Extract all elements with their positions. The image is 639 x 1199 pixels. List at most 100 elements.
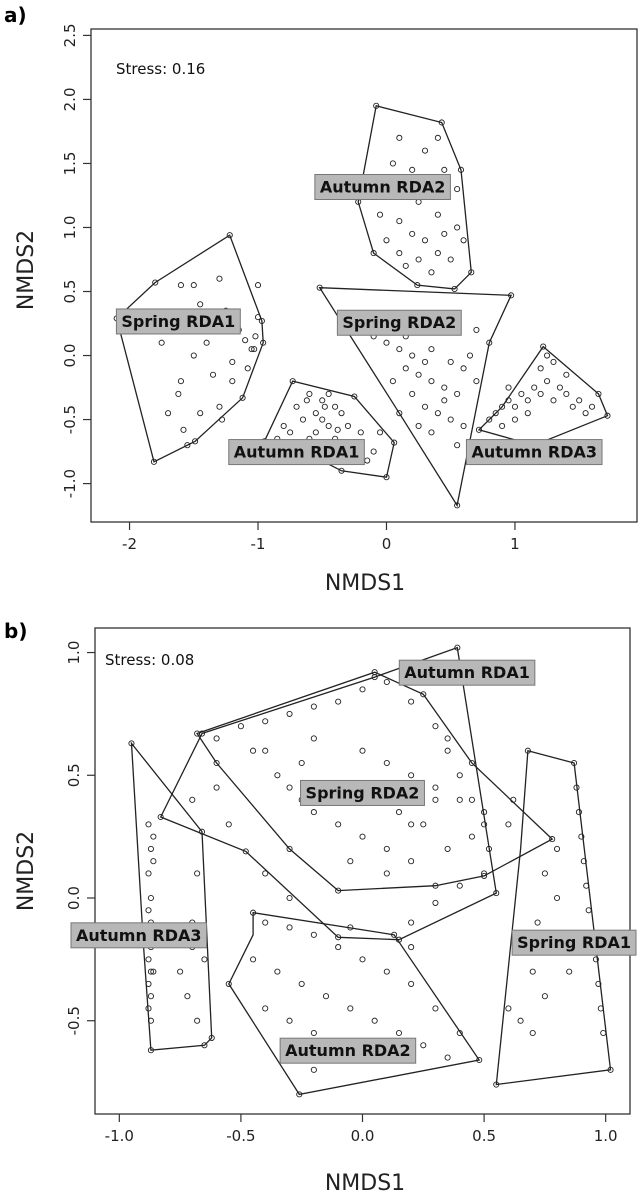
data-point	[421, 358, 429, 365]
data-point	[428, 429, 435, 436]
data-point	[359, 956, 366, 963]
data-point	[434, 250, 441, 257]
data-point	[260, 339, 267, 346]
hull-polygon	[495, 749, 612, 1086]
data-point	[456, 772, 463, 779]
group-label-text: Autumn RDA3	[471, 443, 597, 462]
panel-b: b) Stress: 0.08 -1.0 -0.5 0.0 0.5 1.0 -0.5 0.0 0.…	[4, 619, 637, 1196]
data-point	[175, 390, 182, 397]
data-point	[505, 1005, 512, 1012]
data-point	[460, 422, 467, 430]
data-point	[408, 944, 415, 951]
data-point	[508, 292, 515, 299]
data-point	[396, 250, 403, 257]
group-label: Autumn RDA2	[279, 1037, 417, 1064]
data-point	[335, 821, 342, 828]
data-point	[402, 262, 409, 269]
data-point	[351, 393, 358, 400]
data-point	[312, 410, 319, 417]
y-tick-label: -0.5	[65, 1006, 83, 1035]
group-autumn-rda2	[355, 102, 475, 292]
x-tick-label: 0.5	[472, 1127, 496, 1145]
data-point	[128, 740, 135, 747]
data-point	[550, 358, 557, 365]
data-point	[364, 457, 371, 464]
data-point	[468, 796, 475, 803]
data-point	[184, 993, 191, 1000]
data-point	[262, 1005, 269, 1012]
data-point	[254, 282, 262, 289]
hull-polygon	[477, 345, 609, 446]
data-point	[534, 919, 541, 926]
data-point	[468, 759, 475, 767]
group-label-box	[465, 439, 603, 466]
data-point	[486, 416, 493, 423]
data-point	[147, 968, 154, 975]
group-label: Spring RDA1	[511, 929, 637, 956]
data-point	[287, 429, 294, 436]
group-autumn-rda3	[128, 740, 215, 1054]
data-point	[310, 809, 317, 816]
data-point	[389, 160, 396, 167]
y-tick-label: 2.5	[61, 23, 79, 47]
data-point	[332, 403, 339, 410]
data-point	[147, 1047, 154, 1054]
data-point	[383, 845, 390, 852]
data-point	[468, 269, 475, 276]
data-point	[505, 821, 512, 828]
data-point	[432, 882, 439, 889]
data-point	[303, 397, 310, 404]
data-point	[177, 968, 184, 975]
data-point	[457, 166, 465, 173]
data-point	[296, 1091, 303, 1098]
data-point	[194, 1017, 201, 1024]
data-point	[595, 980, 602, 987]
data-point	[454, 390, 461, 397]
data-point	[396, 134, 403, 141]
data-point	[524, 747, 531, 754]
data-point	[473, 326, 480, 333]
data-point	[150, 858, 157, 865]
data-point	[389, 378, 396, 385]
data-point	[499, 403, 506, 410]
data-point	[541, 870, 548, 877]
data-point	[415, 198, 422, 205]
data-point	[481, 809, 488, 816]
y-tick-label: -0.5	[61, 405, 79, 434]
data-point	[226, 232, 233, 239]
data-point	[475, 426, 483, 433]
group-spring-rda2	[194, 669, 556, 894]
data-point	[316, 284, 323, 291]
data-point	[338, 467, 345, 474]
plot-frame	[90, 28, 638, 523]
x-tick-label: 0	[382, 535, 392, 553]
group-spring-rda1	[493, 747, 614, 1088]
group-spring-rda1	[113, 232, 267, 465]
data-point	[454, 502, 461, 509]
data-point	[563, 390, 570, 397]
group-label-box	[336, 309, 462, 336]
data-point	[524, 397, 531, 404]
data-point	[347, 858, 354, 865]
group-label-box	[70, 922, 208, 949]
data-point	[262, 718, 269, 725]
data-point	[280, 422, 287, 430]
data-point	[391, 931, 398, 938]
data-point	[456, 882, 463, 889]
data-point	[492, 410, 499, 417]
data-point	[476, 1056, 483, 1064]
data-point	[197, 410, 204, 417]
data-point	[145, 956, 152, 963]
y-tick-label: 1.0	[61, 216, 79, 240]
data-point	[213, 759, 220, 767]
data-point	[334, 426, 341, 433]
data-point	[396, 346, 403, 353]
y-axis-title: NMDS2	[14, 831, 39, 911]
data-point	[150, 833, 157, 840]
data-point	[481, 821, 488, 828]
data-point	[184, 442, 191, 449]
data-point	[432, 723, 439, 730]
data-point	[537, 365, 544, 372]
data-point	[395, 1029, 403, 1037]
data-point	[180, 426, 187, 433]
